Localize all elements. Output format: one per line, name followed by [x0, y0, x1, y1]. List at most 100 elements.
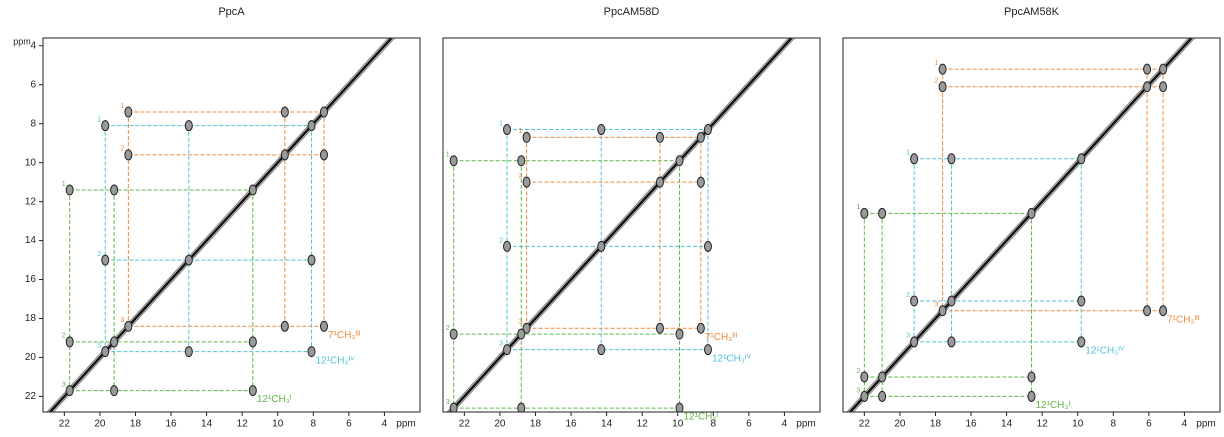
- panel-title: PpcA: [218, 6, 245, 18]
- cross-peak: [110, 184, 119, 196]
- cross-peak: [1159, 305, 1168, 317]
- x-tick-label: 22: [459, 419, 471, 430]
- peak-label: 2: [120, 146, 124, 153]
- cross-peak: [947, 336, 956, 348]
- cross-peak: [675, 328, 684, 340]
- x-tick-label: 12: [637, 419, 649, 430]
- cross-peak: [860, 390, 869, 402]
- cross-peak: [517, 402, 526, 412]
- cross-peak: [449, 155, 458, 167]
- cross-peak: [503, 240, 512, 252]
- cross-peak: [449, 402, 458, 412]
- x-tick-label: 16: [965, 419, 977, 430]
- cross-peak: [184, 254, 193, 266]
- panel-title: PpcAM58K: [1004, 6, 1060, 18]
- cross-peak: [1143, 81, 1152, 93]
- cross-peak: [110, 385, 119, 397]
- cross-peak: [248, 385, 257, 397]
- peak-label: 3: [499, 341, 503, 348]
- peak-label: 2: [935, 78, 939, 85]
- x-tick-label: 12: [237, 419, 249, 430]
- cross-peak: [696, 131, 705, 143]
- spin-system-label: 12¹CH₃ᴵⱽ: [1085, 346, 1125, 357]
- cross-peak: [503, 124, 512, 136]
- plot-frame: [442, 37, 821, 413]
- x-axis-label: ppm: [1196, 419, 1215, 430]
- diagonal: [52, 38, 395, 412]
- x-tick-label: 18: [130, 419, 142, 430]
- cross-peak: [910, 336, 919, 348]
- cross-peak: [1143, 63, 1152, 75]
- cross-peak: [248, 336, 257, 348]
- cross-peak: [124, 149, 133, 161]
- diagonal: [849, 38, 1193, 412]
- x-tick-label: 10: [672, 419, 684, 430]
- spin-system-label: 12¹CH₃ᴵ: [1036, 400, 1071, 411]
- x-tick-label: 10: [1072, 419, 1084, 430]
- cross-peak: [248, 184, 257, 196]
- spin-system-label: 7¹CH₃ᴵᴵᴵ: [705, 332, 738, 343]
- peak-label: 2: [62, 333, 66, 340]
- panel-title: PpcAM58D: [604, 6, 660, 18]
- peak-label: 1: [97, 117, 101, 124]
- cross-peak: [517, 328, 526, 340]
- cross-peak: [280, 149, 289, 161]
- cross-peak: [696, 322, 705, 334]
- peak-label: 2: [856, 368, 860, 375]
- cross-peak: [860, 207, 869, 219]
- cross-peak: [703, 124, 712, 136]
- cross-peak: [319, 106, 328, 118]
- x-tick-label: 6: [1146, 419, 1152, 430]
- cross-peak: [938, 81, 947, 93]
- peak-label: 3: [446, 399, 450, 406]
- plot-frame: [842, 37, 1221, 413]
- cross-peak: [1077, 336, 1086, 348]
- cross-peak: [307, 120, 316, 132]
- cross-peak: [449, 328, 458, 340]
- peak-label: 1: [499, 120, 503, 127]
- plot-area: [446, 38, 795, 412]
- cross-peak: [65, 336, 74, 348]
- cross-peak: [1159, 63, 1168, 75]
- y-axis-label: ppm: [13, 36, 31, 46]
- x-tick-label: 8: [711, 419, 717, 430]
- cross-peak: [947, 153, 956, 165]
- cross-peak: [503, 344, 512, 356]
- x-axis-label: ppm: [396, 419, 415, 430]
- x-tick-label: 20: [894, 419, 906, 430]
- cross-peak: [910, 153, 919, 165]
- peak-label: 1: [856, 204, 860, 211]
- spin-system-label: 7¹CH₃ᴵᴵᴵ: [1167, 314, 1200, 325]
- cross-peak: [280, 320, 289, 332]
- x-tick-label: 16: [165, 419, 177, 430]
- cross-peak: [597, 240, 606, 252]
- cross-peak: [696, 176, 705, 188]
- x-tick-label: 12: [1037, 419, 1049, 430]
- diagonal: [846, 38, 1189, 412]
- x-tick-label: 8: [1111, 419, 1117, 430]
- peak-label: 2: [499, 237, 503, 244]
- peak-label: 1: [519, 128, 523, 135]
- cross-peak: [1077, 295, 1086, 307]
- cross-peak: [938, 305, 947, 317]
- plot-area: [46, 38, 395, 412]
- cross-peak: [124, 106, 133, 118]
- cross-peak: [860, 371, 869, 383]
- cross-peak: [101, 346, 110, 358]
- y-tick-label: 14: [25, 235, 37, 246]
- cross-peak: [703, 240, 712, 252]
- spin-system-label: 12¹CH₃ᴵ: [257, 394, 292, 405]
- cross-peak: [101, 120, 110, 132]
- diagonal: [852, 38, 1195, 412]
- x-tick-label: 16: [565, 419, 577, 430]
- x-tick-label: 10: [272, 419, 284, 430]
- cross-peak: [319, 149, 328, 161]
- cross-peak: [675, 402, 684, 412]
- plot-frame: [42, 37, 421, 413]
- peak-label: 1: [120, 103, 124, 110]
- x-tick-label: 4: [382, 419, 388, 430]
- y-tick-label: 8: [30, 118, 36, 129]
- peak-label: 3: [120, 317, 124, 324]
- cross-peak: [184, 346, 193, 358]
